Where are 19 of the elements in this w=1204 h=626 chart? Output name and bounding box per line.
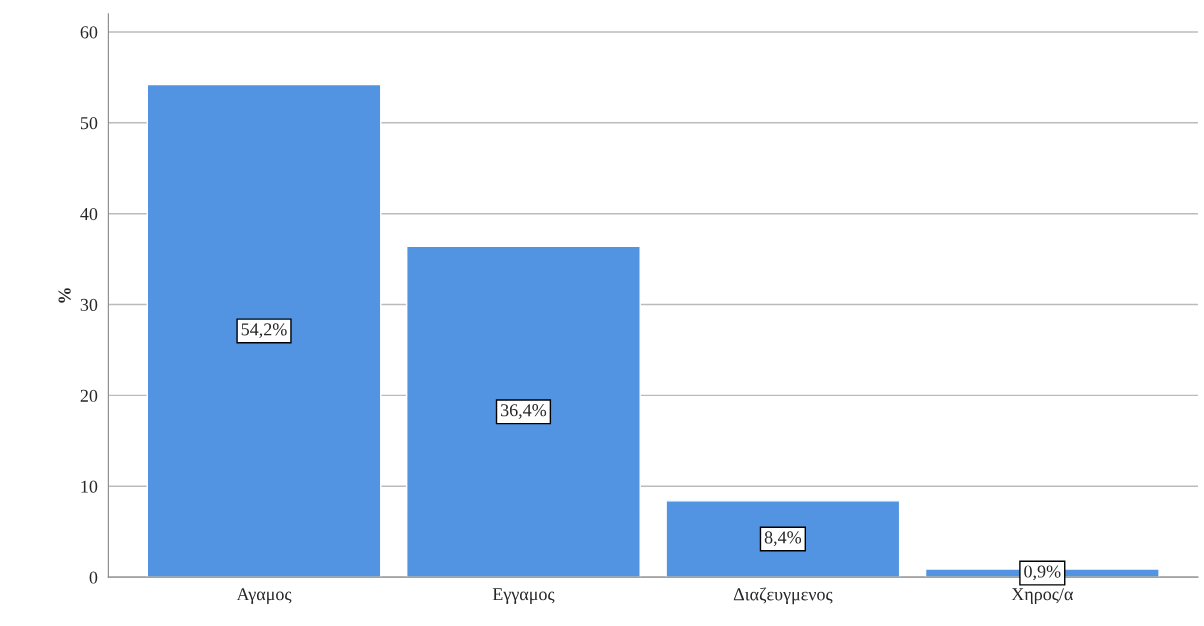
data-label: 8,4% [764,531,802,547]
y-tick-label: 40 [80,207,98,221]
y-tick-label: 0 [89,571,98,584]
y-axis-title: % [58,288,71,303]
x-tick-label: Αγαμος [236,588,292,604]
bar [146,83,382,578]
data-label: 0,9% [1024,565,1061,581]
data-label: 54,2% [241,323,287,339]
bar [406,245,641,578]
bar [665,500,901,578]
y-tick-label: 30 [80,298,98,311]
x-tick-label: Διαζευγμενος [733,587,833,605]
y-tick-label: 10 [81,480,98,493]
y-tick-label: 50 [80,117,98,130]
x-tick-label: Χηρος/α [1011,588,1073,604]
x-tick-label: Εγγαμος [492,588,555,604]
y-tick-label: 60 [80,26,98,39]
y-tick-label: 20 [80,389,98,402]
data-label: 36,4% [501,404,547,419]
